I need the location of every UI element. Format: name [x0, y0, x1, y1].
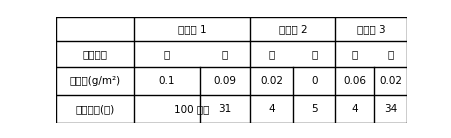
Text: 0: 0 — [310, 76, 317, 86]
Text: 31: 31 — [218, 104, 231, 114]
Text: 0.02: 0.02 — [259, 76, 282, 86]
Text: 后: 后 — [310, 49, 317, 59]
Text: 4: 4 — [351, 104, 357, 114]
Text: 0.06: 0.06 — [343, 76, 366, 86]
Text: 吸附量(g/m²): 吸附量(g/m²) — [69, 76, 120, 86]
Text: 后: 后 — [221, 49, 228, 59]
Text: 后: 后 — [387, 49, 393, 59]
Text: 34: 34 — [383, 104, 396, 114]
Text: 0.02: 0.02 — [378, 76, 401, 86]
Text: 100 以上: 100 以上 — [174, 104, 209, 114]
Text: 吸水时间(秒): 吸水时间(秒) — [75, 104, 115, 114]
Text: 0.09: 0.09 — [213, 76, 236, 86]
Text: 前: 前 — [268, 49, 274, 59]
Text: 比较例 3: 比较例 3 — [356, 24, 385, 34]
Text: 比较例 1: 比较例 1 — [177, 24, 206, 34]
Text: 前: 前 — [351, 49, 357, 59]
Text: 4: 4 — [267, 104, 274, 114]
Text: 比较例 2: 比较例 2 — [278, 24, 307, 34]
Text: 0.1: 0.1 — [158, 76, 175, 86]
Text: 前: 前 — [163, 49, 170, 59]
Text: 5: 5 — [310, 104, 317, 114]
Text: 洗涤前后: 洗涤前后 — [83, 49, 107, 59]
